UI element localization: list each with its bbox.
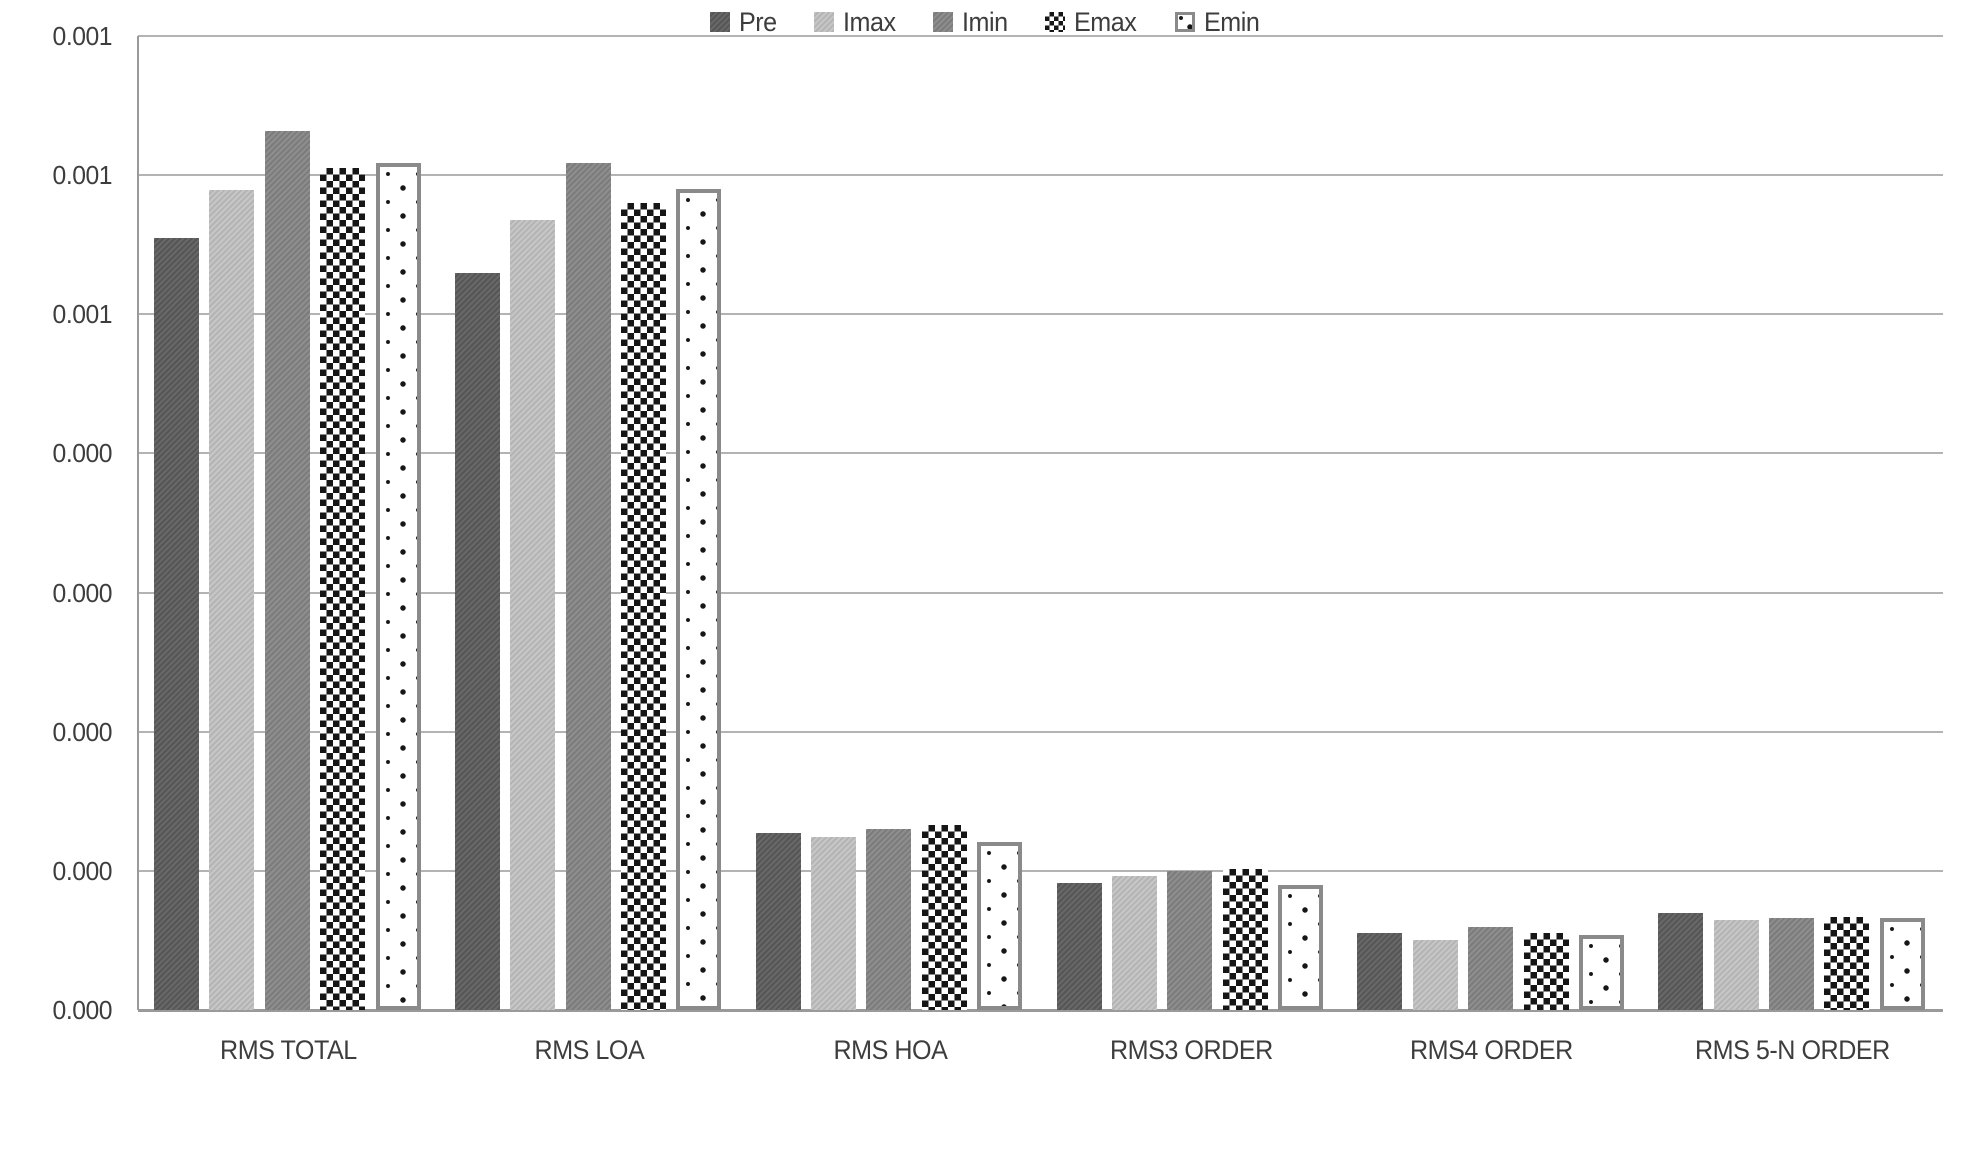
bar-emax-rms-loa bbox=[621, 203, 666, 1010]
bar-imin-rms-5-n-order bbox=[1769, 918, 1814, 1010]
category-label-rms-5-n-order: RMS 5-N ORDER bbox=[1695, 1035, 1890, 1065]
y-tick-label: 0.000 bbox=[52, 855, 113, 886]
bar-emax-rms-total bbox=[320, 168, 365, 1010]
legend-label-emax: Emax bbox=[1074, 6, 1137, 37]
bar-emin-rms4-order bbox=[1579, 935, 1624, 1010]
legend-item-imax: Imax bbox=[813, 6, 900, 38]
gridline bbox=[138, 591, 1943, 594]
bar-imin-rms4-order bbox=[1468, 927, 1513, 1010]
bar-imin-rms3-order bbox=[1167, 871, 1212, 1010]
legend-label-pre: Pre bbox=[739, 6, 777, 37]
category-label-rms4-order: RMS4 ORDER bbox=[1410, 1035, 1574, 1065]
bar-emax-rms-5-n-order bbox=[1824, 917, 1869, 1010]
bar-pre-rms3-order bbox=[1057, 883, 1102, 1010]
x-axis-line bbox=[138, 1009, 1943, 1012]
bar-pre-rms-hoa bbox=[756, 833, 801, 1010]
bar-imin-rms-loa bbox=[566, 163, 611, 1010]
category-label-rms-hoa: RMS HOA bbox=[833, 1035, 948, 1065]
legend-swatch-emin-icon bbox=[1175, 12, 1196, 32]
gridline bbox=[138, 452, 1943, 455]
legend-swatch-imax-icon bbox=[813, 12, 834, 32]
legend-swatch-pre-icon bbox=[710, 12, 731, 32]
y-tick-label: 0.000 bbox=[52, 716, 113, 747]
legend: Pre Imax Imin Emax Emin bbox=[0, 0, 1974, 44]
y-tick-label: 0.000 bbox=[52, 995, 113, 1025]
y-tick-label: 0.001 bbox=[52, 21, 113, 51]
legend-swatch-emax-icon bbox=[1045, 12, 1066, 32]
category-label-rms-loa: RMS LOA bbox=[534, 1035, 645, 1065]
legend-item-imin: Imin bbox=[933, 7, 1011, 38]
gridline bbox=[138, 174, 1943, 177]
y-tick-label: 0.000 bbox=[52, 438, 113, 469]
bar-emax-rms4-order bbox=[1524, 933, 1569, 1010]
bar-pre-rms-loa bbox=[455, 273, 500, 1010]
bar-imax-rms-hoa bbox=[811, 837, 856, 1010]
legend-label-emin: Emin bbox=[1204, 6, 1260, 37]
bar-imax-rms-total bbox=[209, 190, 254, 1010]
bar-emin-rms-total bbox=[376, 163, 421, 1010]
bar-imax-rms-5-n-order bbox=[1714, 920, 1759, 1010]
bar-emin-rms-5-n-order bbox=[1880, 918, 1925, 1010]
y-tick-label: 0.000 bbox=[52, 577, 113, 608]
legend-item-emax: Emax bbox=[1045, 7, 1141, 38]
y-tick-label: 0.001 bbox=[52, 160, 113, 191]
gridline bbox=[138, 35, 1943, 37]
bar-pre-rms4-order bbox=[1357, 933, 1402, 1010]
bar-emin-rms-hoa bbox=[977, 842, 1022, 1010]
bar-pre-rms-5-n-order bbox=[1658, 913, 1703, 1010]
legend-label-imax: Imax bbox=[842, 6, 896, 37]
y-axis-line bbox=[137, 36, 139, 1010]
bar-imax-rms4-order bbox=[1413, 940, 1458, 1010]
bar-imin-rms-total bbox=[265, 131, 310, 1010]
bar-imin-rms-hoa bbox=[866, 829, 911, 1010]
y-tick-label: 0.001 bbox=[52, 299, 113, 330]
bar-emax-rms3-order bbox=[1223, 869, 1268, 1010]
bar-imax-rms-loa bbox=[510, 220, 555, 1010]
bar-emin-rms3-order bbox=[1278, 885, 1323, 1010]
legend-item-pre: Pre bbox=[710, 7, 780, 38]
bar-emax-rms-hoa bbox=[922, 825, 967, 1010]
legend-label-imin: Imin bbox=[962, 6, 1008, 37]
gridline bbox=[138, 869, 1943, 872]
legend-swatch-imin-icon bbox=[933, 12, 954, 32]
bar-emin-rms-loa bbox=[676, 189, 721, 1010]
category-label-rms3-order: RMS3 ORDER bbox=[1109, 1035, 1273, 1065]
bar-imax-rms3-order bbox=[1112, 876, 1157, 1010]
gridline bbox=[138, 730, 1943, 733]
legend-item-emin: Emin bbox=[1175, 7, 1264, 38]
gridline bbox=[138, 313, 1943, 316]
category-label-rms-total: RMS TOTAL bbox=[220, 1035, 357, 1065]
bar-pre-rms-total bbox=[154, 238, 199, 1010]
